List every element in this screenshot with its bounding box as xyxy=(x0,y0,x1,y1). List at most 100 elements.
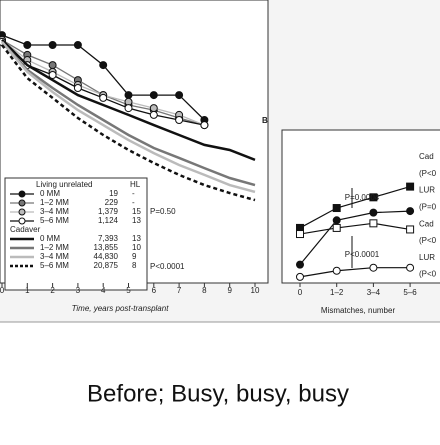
legend-label: 0 MM xyxy=(40,189,60,198)
x-tick-label: 8 xyxy=(202,286,207,295)
marker xyxy=(48,40,57,49)
x-tick-label: 9 xyxy=(227,286,232,295)
survival-line xyxy=(1,44,256,202)
x-axis-title: Mismatches, number xyxy=(321,306,396,315)
legend-hl: 13 xyxy=(132,216,141,225)
legend-hl: 8 xyxy=(132,261,137,270)
side-label: LUR xyxy=(419,186,435,195)
marker xyxy=(149,91,158,100)
marker xyxy=(406,263,415,272)
legend-count: 19 xyxy=(109,189,118,198)
side-label: LUR xyxy=(419,253,435,262)
legend-group-title: Living unrelated xyxy=(36,180,92,189)
marker xyxy=(149,110,158,119)
legend-label: 3–4 MM xyxy=(40,207,69,216)
legend-count: 1,124 xyxy=(98,216,119,225)
legend-hl: 9 xyxy=(132,252,137,261)
x-tick-label: 0 xyxy=(0,286,5,295)
caption: Before; Busy, busy, busy xyxy=(87,380,349,407)
marker xyxy=(48,61,57,70)
marker xyxy=(296,230,304,239)
marker xyxy=(175,115,184,124)
marker xyxy=(73,84,82,93)
x-tick-label: 2 xyxy=(50,286,55,295)
marker xyxy=(332,204,341,213)
side-label: (P<0 xyxy=(419,236,437,245)
annotation: P<0.0001 xyxy=(150,262,185,271)
marker xyxy=(296,272,304,281)
marker xyxy=(99,61,108,70)
side-label: (P<0 xyxy=(419,270,437,279)
x-tick-label: 1 xyxy=(25,286,30,295)
x-tick-label: 6 xyxy=(152,286,157,295)
marker xyxy=(332,216,341,225)
marker xyxy=(99,93,108,102)
x-tick-label: 1–2 xyxy=(330,288,344,297)
survival-line xyxy=(1,41,256,187)
marker xyxy=(296,260,304,269)
x-tick-label: 10 xyxy=(251,286,260,295)
legend-box xyxy=(4,177,148,291)
series-line xyxy=(299,186,411,229)
series-line xyxy=(299,267,411,278)
legend-marker xyxy=(18,208,26,216)
marker xyxy=(124,91,133,100)
x-tick-label: 3 xyxy=(76,286,81,295)
marker xyxy=(73,40,82,49)
legend-label: 3–4 MM xyxy=(40,252,69,261)
x-axis-title: Time, years post-transplant xyxy=(72,304,170,313)
annotation: P=0.50 xyxy=(150,207,176,216)
x-tick-label: 7 xyxy=(177,286,182,295)
legend-hl: 13 xyxy=(132,234,141,243)
legend-count: 229 xyxy=(105,198,119,207)
legend-group-title: Cadaver xyxy=(10,225,41,234)
marker xyxy=(124,104,133,113)
legend-label: 5–6 MM xyxy=(40,216,69,225)
marker xyxy=(406,207,415,216)
legend-count: 13,855 xyxy=(94,243,119,252)
marker xyxy=(406,182,415,191)
marker xyxy=(175,91,184,100)
legend-hl: - xyxy=(132,198,135,207)
x-tick-label: 5–6 xyxy=(403,288,417,297)
marker xyxy=(332,266,341,275)
side-label: (P<0 xyxy=(419,169,437,178)
marker xyxy=(369,193,378,202)
legend-count: 20,875 xyxy=(94,261,119,270)
marker xyxy=(149,104,158,113)
survival-line xyxy=(1,39,256,162)
legend-column-title: HL xyxy=(130,180,141,189)
legend-hl: 10 xyxy=(132,243,141,252)
side-label: Cad xyxy=(419,152,434,161)
side-label: (P=0 xyxy=(419,203,437,212)
plot-frame xyxy=(281,129,440,284)
marker xyxy=(369,263,378,272)
x-tick-label: 0 xyxy=(298,288,303,297)
legend-marker xyxy=(18,199,26,207)
legend-count: 44,830 xyxy=(94,252,119,261)
legend-label: 5–6 MM xyxy=(40,261,69,270)
survival-line xyxy=(1,41,256,194)
marker xyxy=(23,40,32,49)
legend-label: 1–2 MM xyxy=(40,198,69,207)
legend-label: 0 MM xyxy=(40,234,60,243)
x-tick-label: 4 xyxy=(101,286,106,295)
marker xyxy=(48,70,57,79)
side-label: Cad xyxy=(419,219,434,228)
annotation: P=0.0004 xyxy=(345,193,380,202)
x-tick-label: 5 xyxy=(126,286,131,295)
annotation: P<0.0001 xyxy=(345,250,380,259)
x-tick-label: 3–4 xyxy=(367,288,381,297)
legend-marker xyxy=(18,217,26,225)
marker xyxy=(369,208,378,217)
marker xyxy=(369,219,378,228)
panel-label: B xyxy=(262,116,268,125)
legend-count: 7,393 xyxy=(98,234,119,243)
legend-hl: - xyxy=(132,189,135,198)
marker xyxy=(200,121,209,130)
series-line xyxy=(299,222,411,235)
legend-label: 1–2 MM xyxy=(40,243,69,252)
legend-count: 1,379 xyxy=(98,207,119,216)
